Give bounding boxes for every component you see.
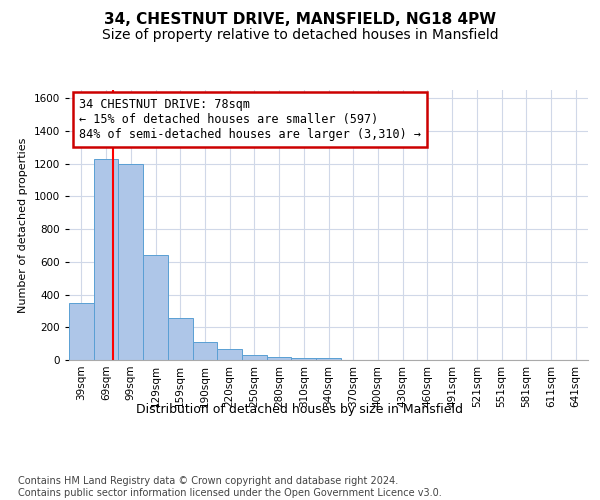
Bar [168, 318, 193, 360]
Text: Distribution of detached houses by size in Mansfield: Distribution of detached houses by size … [137, 402, 464, 415]
Y-axis label: Number of detached properties: Number of detached properties [18, 138, 28, 312]
Bar [292, 358, 316, 360]
Bar [118, 164, 143, 360]
Bar [316, 358, 341, 360]
Bar [267, 356, 292, 360]
Text: 34 CHESTNUT DRIVE: 78sqm
← 15% of detached houses are smaller (597)
84% of semi-: 34 CHESTNUT DRIVE: 78sqm ← 15% of detach… [79, 98, 421, 141]
Text: Size of property relative to detached houses in Mansfield: Size of property relative to detached ho… [101, 28, 499, 42]
Bar [242, 355, 267, 360]
Bar [217, 350, 242, 360]
Bar [143, 256, 168, 360]
Bar [193, 342, 217, 360]
Text: 34, CHESTNUT DRIVE, MANSFIELD, NG18 4PW: 34, CHESTNUT DRIVE, MANSFIELD, NG18 4PW [104, 12, 496, 28]
Bar [69, 302, 94, 360]
Bar [94, 158, 118, 360]
Text: Contains HM Land Registry data © Crown copyright and database right 2024.
Contai: Contains HM Land Registry data © Crown c… [18, 476, 442, 498]
